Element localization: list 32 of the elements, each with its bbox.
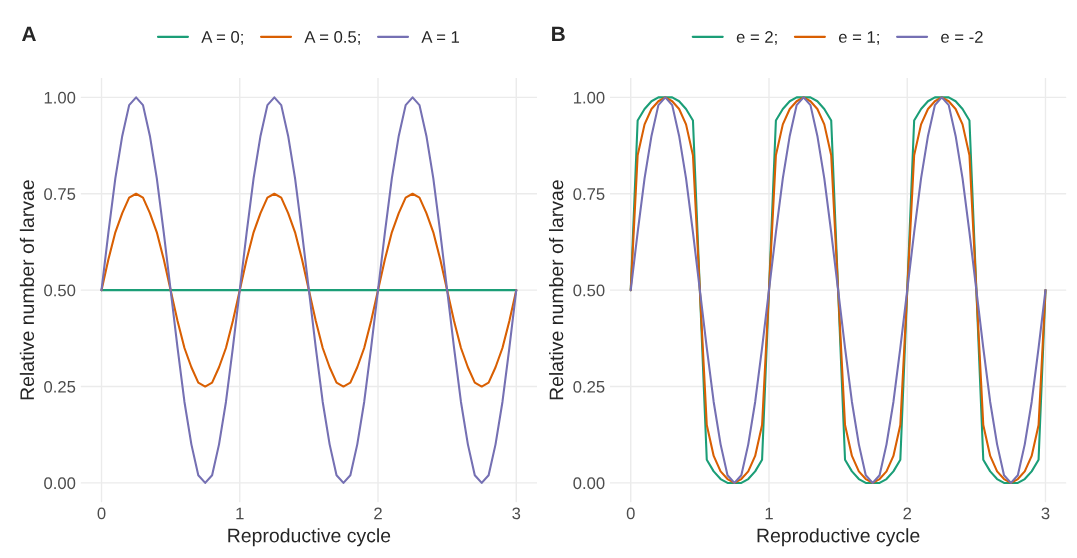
legend-label: A = 1 [421,31,460,43]
legend-label: e = 2; [736,31,777,45]
x-tick-label: 0 [626,507,635,520]
x-tick-label: 1 [765,507,773,520]
x-tick-label: 3 [1041,507,1050,520]
y-tick-label: 1.00 [573,91,605,104]
y-tick-label: 0.25 [44,380,76,393]
legend-label: A = 0; [201,31,243,45]
x-axis-title: Reproductive cycle [228,528,391,547]
y-tick-label: 0.50 [44,284,76,297]
x-axis-title: Reproductive cycle [757,528,920,547]
line-series [100,96,518,484]
y-tick-label: 0.75 [573,188,605,200]
y-tick-label: 0.25 [573,380,605,393]
x-tick-label: 2 [374,507,382,520]
y-tick-label: 0.00 [573,477,605,490]
y-tick-label: 0.75 [44,188,76,200]
y-axis-title: Relative number of larvae [19,180,35,400]
legend-label: A = 0.5; [304,31,360,45]
y-axis-title: Relative number of larvae [549,180,564,400]
x-tick-label: 2 [903,507,912,520]
y-tick-label: 0.50 [573,284,605,297]
legend-label: e = 1; [838,31,879,45]
chart-title: B [552,26,565,42]
x-tick-label: 0 [97,507,106,520]
chart-title: A [21,26,36,42]
x-tick-label: 3 [512,507,521,520]
y-tick-label: 1.00 [44,91,76,104]
line-series [100,192,518,388]
x-tick-label: 1 [236,507,244,520]
legend-label: e = -2 [941,31,983,43]
y-tick-label: 0.00 [44,477,76,490]
